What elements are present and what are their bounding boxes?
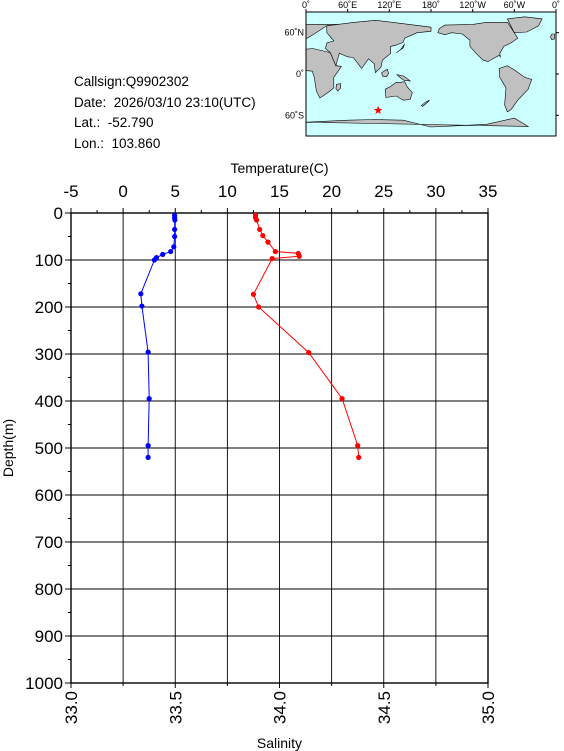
temperature-tick-label: -5 <box>63 182 78 201</box>
chart-grid <box>71 213 488 683</box>
temperature-tick-label: 5 <box>171 182 180 201</box>
salinity-data-point <box>138 291 144 297</box>
temperature-data-point <box>257 226 263 233</box>
land-japan <box>396 43 405 53</box>
map-lat-label: 60˚N <box>284 28 304 38</box>
land-indonesia-borneo <box>381 68 389 78</box>
temperature-data-point <box>265 239 271 245</box>
station-info: Callsign:Q9902302 Date: 2026/03/10 23:10… <box>74 72 256 154</box>
depth-tick-label: 100 <box>35 251 63 270</box>
callsign-text: Callsign:Q9902302 <box>74 74 189 89</box>
temperature-data-point <box>296 253 302 259</box>
map-lat-label: 0˚ <box>296 69 304 79</box>
land-north-america <box>437 22 519 62</box>
map-land <box>305 16 555 136</box>
land-eurasia <box>325 19 432 74</box>
temperature-data-point <box>250 291 257 297</box>
salinity-tick-label: 33.5 <box>166 691 185 724</box>
salinity-data-point <box>151 257 157 263</box>
temperature-data-point <box>339 396 345 402</box>
longitude-text: Lon.: 103.860 <box>74 135 161 151</box>
temperature-tick-label: 30 <box>426 182 445 201</box>
salinity-tick-labels: 33.0 33.5 34.0 34.5 35.0 <box>62 691 498 724</box>
latitude-text: Lat.: -52.790 <box>74 115 154 130</box>
salinity-data-point <box>139 303 145 309</box>
map-lon-label: 120˚E <box>377 0 401 10</box>
depth-tick-label: 0 <box>54 204 63 223</box>
temperature-tick-label: 15 <box>270 182 289 201</box>
salinity-tick-label: 33.0 <box>62 691 81 724</box>
salinity-data-point <box>172 217 178 223</box>
salinity-tick-label: 35.0 <box>479 691 498 724</box>
temperature-tick-labels: -5 0 5 10 15 20 25 30 35 <box>63 182 497 201</box>
salinity-data-point <box>168 248 174 255</box>
land-australia <box>384 81 413 101</box>
world-map: 0˚ 60˚E 120˚E 180˚ 120˚W 60˚W 0˚ 60˚N 0˚ 60˚S <box>284 0 560 137</box>
map-lon-label: 0˚ <box>552 0 560 10</box>
map-lon-label: 0˚ <box>302 0 310 10</box>
depth-tick-label: 400 <box>35 392 63 411</box>
temperature-tick-label: 10 <box>218 182 237 201</box>
temperature-data-point <box>253 217 260 223</box>
land-greenland <box>506 16 543 34</box>
depth-tick-label: 900 <box>35 627 63 646</box>
salinity-profile-line <box>140 215 176 458</box>
salinity-data-point <box>172 233 178 240</box>
axis-ticks <box>65 208 489 688</box>
temperature-axis-label: Temperature(C) <box>230 160 328 176</box>
depth-tick-label: 700 <box>35 533 63 552</box>
profile-chart: -5 0 5 10 15 20 25 30 35 33.0 33.5 34.0 34.5 35.0 01… <box>0 160 498 751</box>
salinity-axis-label: Salinity <box>257 735 302 751</box>
depth-tick-label: 500 <box>35 439 63 458</box>
map-right-labels: 60˚N 0˚ 60˚S <box>284 28 304 121</box>
salinity-data-point <box>145 454 151 460</box>
map-lat-label: 60˚S <box>285 110 304 120</box>
salinity-tick-label: 34.0 <box>271 691 290 724</box>
salinity-data-point <box>172 226 178 233</box>
salinity-tick-label: 34.5 <box>375 691 394 724</box>
land-madagascar <box>335 83 341 92</box>
depth-tick-label: 200 <box>35 298 63 317</box>
temperature-data-point <box>260 232 266 239</box>
map-lon-label: 120˚W <box>459 0 486 10</box>
depth-tick-label: 300 <box>35 345 63 364</box>
temperature-tick-label: 0 <box>118 182 127 201</box>
depth-axis-label: Depth(m) <box>0 419 16 477</box>
temperature-tick-label: 25 <box>374 182 393 201</box>
depth-tick-label: 600 <box>35 486 63 505</box>
map-lon-label: 60˚E <box>338 0 357 10</box>
date-text: Date: 2026/03/10 23:10(UTC) <box>74 94 256 110</box>
temperature-data-point <box>356 454 362 460</box>
temperature-tick-label: 35 <box>479 182 498 201</box>
land-new-guinea <box>396 74 412 82</box>
depth-tick-labels: 0 100 200 300 400 500 600 700 800 900 1000 <box>25 204 63 693</box>
salinity-data-point <box>160 251 166 257</box>
salinity-data-point <box>145 443 151 449</box>
map-top-labels: 0˚ 60˚E 120˚E 180˚ 120˚W 60˚W 0˚ <box>302 0 560 10</box>
depth-tick-label: 800 <box>35 580 63 599</box>
temperature-tick-label: 20 <box>322 182 341 201</box>
temperature-profile-line <box>252 215 360 458</box>
station-marker <box>373 105 383 115</box>
series-layer <box>138 212 362 460</box>
land-south-america <box>498 65 533 113</box>
map-lon-label: 60˚W <box>504 0 526 10</box>
map-ticks <box>305 9 559 116</box>
salinity-data-point <box>146 396 152 402</box>
temperature-data-point <box>269 255 275 262</box>
land-new-zealand <box>420 99 430 107</box>
salinity-data-point <box>171 244 177 250</box>
map-lon-label: 180˚ <box>422 0 440 10</box>
land-uk <box>550 33 555 40</box>
salinity-data-point <box>145 349 151 355</box>
temperature-data-point <box>256 304 262 310</box>
temperature-data-point <box>306 349 312 356</box>
depth-tick-label: 1000 <box>25 674 63 693</box>
temperature-data-point <box>355 443 361 449</box>
temperature-data-point <box>272 248 278 255</box>
